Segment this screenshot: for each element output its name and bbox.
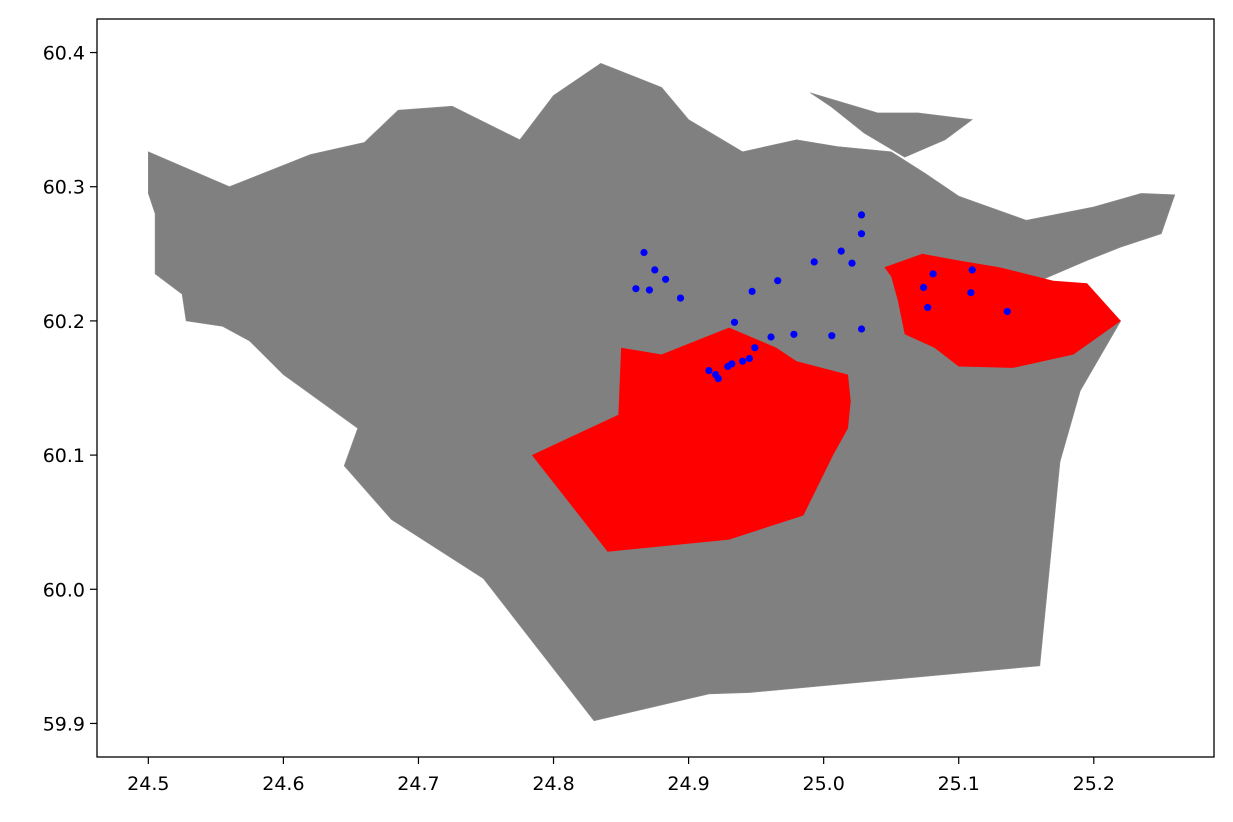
data-point-3 (662, 275, 670, 283)
data-point-21 (739, 357, 747, 365)
y-tick-label: 60.0 (43, 579, 85, 601)
data-point-5 (645, 286, 654, 294)
y-tick-label: 59.9 (43, 713, 85, 735)
data-point-14 (730, 318, 739, 326)
x-tick-label: 25.1 (938, 773, 980, 795)
axes-frame (96, 18, 1215, 758)
data-point-2 (651, 266, 659, 274)
data-point-16 (767, 333, 775, 341)
data-point-10 (837, 247, 845, 255)
data-point-24 (705, 367, 713, 375)
x-tick-label: 25.2 (1073, 773, 1115, 795)
data-point-11 (848, 259, 856, 267)
plot-area (148, 62, 1176, 722)
x-tick-label: 24.8 (532, 773, 574, 795)
data-point-29 (968, 266, 976, 274)
data-point-26 (714, 375, 722, 383)
data-point-30 (967, 289, 975, 297)
y-tick-label: 60.4 (43, 43, 85, 65)
data-point-4 (632, 285, 640, 293)
data-point-6 (676, 294, 685, 302)
x-axis: 24.5 24.6 24.7 24.8 24.9 25.0 25.1 25.2 (127, 757, 1115, 795)
data-point-31 (924, 303, 932, 312)
data-point-20 (745, 354, 754, 363)
data-point-13 (857, 230, 866, 238)
y-tick-label: 60.2 (43, 311, 85, 333)
highlighted-region-1 (531, 327, 851, 552)
data-point-27 (920, 283, 928, 291)
x-tick-label: 24.5 (127, 773, 169, 795)
x-tick-label: 24.7 (397, 773, 439, 795)
data-point-19 (857, 325, 866, 333)
data-point-12 (857, 211, 866, 219)
y-axis: 59.9 60.0 60.1 60.2 60.3 60.4 (43, 43, 97, 735)
x-tick-label: 25.0 (803, 773, 845, 795)
data-point-23 (724, 362, 732, 371)
data-point-7 (748, 287, 756, 295)
data-point-17 (751, 344, 759, 352)
data-point-18 (828, 332, 836, 340)
data-point-28 (929, 270, 937, 278)
highlighted-region-2 (884, 253, 1121, 368)
data-point-8 (774, 277, 782, 285)
district-region-island-1 (810, 92, 973, 158)
data-point-32 (1003, 307, 1011, 316)
y-tick-label: 60.1 (43, 445, 85, 467)
x-tick-label: 24.9 (667, 773, 709, 795)
data-point-9 (810, 258, 818, 266)
y-tick-label: 60.3 (43, 177, 85, 199)
data-point-15 (790, 330, 798, 338)
x-tick-label: 24.6 (262, 773, 304, 795)
data-point-1 (640, 248, 648, 257)
